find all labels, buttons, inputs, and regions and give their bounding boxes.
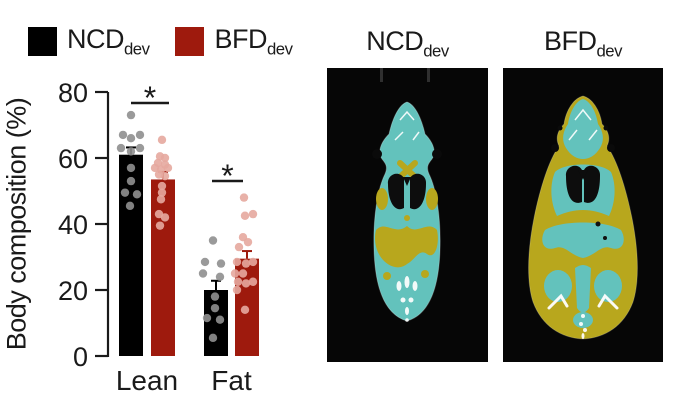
data-point-bfddev bbox=[230, 269, 240, 278]
fat-deposits bbox=[375, 160, 438, 280]
data-point-bfddev bbox=[248, 257, 258, 267]
data-point-bfddev bbox=[155, 221, 165, 230]
legend: NCDdev BFDdev bbox=[28, 24, 293, 59]
data-point-bfddev bbox=[160, 213, 170, 222]
data-point-ncddev bbox=[120, 188, 130, 197]
data-point-bfddev bbox=[160, 171, 170, 181]
data-point-bfddev bbox=[248, 209, 258, 219]
data-point-ncddev bbox=[118, 130, 128, 140]
data-point-ncddev bbox=[135, 130, 145, 140]
data-point-bfddev bbox=[241, 259, 251, 268]
spine-bones bbox=[396, 276, 418, 322]
y-tick-label-20: 20 bbox=[58, 276, 88, 306]
data-point-ncddev bbox=[116, 143, 126, 153]
legend-item-ncd: NCDdev bbox=[28, 24, 150, 59]
data-point-bfddev bbox=[156, 165, 166, 174]
bone-highlights bbox=[394, 110, 420, 141]
data-point-ncddev bbox=[216, 259, 226, 268]
y-tick-label-80: 80 bbox=[58, 78, 88, 108]
data-point-ncddev bbox=[126, 176, 136, 186]
lung-region bbox=[565, 165, 601, 203]
data-point-bfddev bbox=[240, 305, 250, 314]
data-point-ncddev bbox=[200, 257, 210, 267]
data-point-ncddev bbox=[210, 292, 220, 301]
data-point-ncddev bbox=[210, 303, 220, 313]
bar-fat-bfddev bbox=[235, 258, 259, 356]
data-point-bfddev bbox=[239, 193, 249, 202]
data-point-bfddev bbox=[248, 277, 258, 286]
data-point-ncddev bbox=[126, 134, 136, 143]
data-point-bfddev bbox=[233, 277, 243, 286]
data-point-ncddev bbox=[215, 272, 225, 281]
data-point-ncddev bbox=[208, 236, 218, 245]
data-point-ncddev bbox=[208, 333, 218, 343]
data-point-ncddev bbox=[126, 110, 136, 120]
data-point-bfddev bbox=[153, 158, 163, 168]
hindlimb-bones bbox=[547, 293, 619, 310]
data-point-bfddev bbox=[234, 242, 244, 252]
data-point-bfddev bbox=[155, 152, 165, 161]
data-point-bfddev bbox=[163, 163, 173, 173]
data-point-bfddev bbox=[240, 211, 250, 220]
data-point-bfddev bbox=[157, 135, 167, 145]
legend-swatch-bfd bbox=[175, 27, 205, 57]
data-point-ncddev bbox=[126, 147, 136, 156]
data-point-ncddev bbox=[202, 313, 212, 323]
data-point-ncddev bbox=[132, 190, 142, 199]
legend-item-bfd: BFDdev bbox=[175, 24, 293, 59]
data-point-bfddev bbox=[156, 195, 166, 204]
significance-star-lean: * bbox=[144, 80, 156, 116]
y-tick-label-0: 0 bbox=[73, 342, 88, 372]
lung-region bbox=[387, 173, 427, 210]
data-point-ncddev bbox=[198, 269, 208, 278]
y-tick-label-60: 60 bbox=[58, 144, 88, 174]
legend-swatch-ncd bbox=[28, 27, 57, 57]
scan-title-bfd: BFDdev bbox=[544, 26, 622, 61]
data-point-ncddev bbox=[126, 163, 136, 173]
restraint-fixture bbox=[380, 68, 430, 82]
bar-lean-bfddev bbox=[151, 179, 175, 356]
data-point-bfddev bbox=[238, 269, 248, 278]
data-point-ncddev bbox=[125, 201, 135, 211]
eye-ear-marks bbox=[551, 125, 615, 240]
bar-lean-ncddev bbox=[119, 154, 143, 356]
scan-panel-ncd bbox=[327, 68, 488, 362]
legend-label-bfd: BFDdev bbox=[214, 24, 293, 59]
y-tick-label-40: 40 bbox=[58, 210, 88, 240]
scan-panel-bfd bbox=[503, 68, 663, 362]
tail-bones bbox=[579, 314, 587, 339]
data-point-bfddev bbox=[157, 181, 167, 191]
data-point-bfddev bbox=[160, 160, 170, 169]
data-point-bfddev bbox=[154, 170, 164, 179]
bfd-scan-image bbox=[503, 68, 663, 362]
ear-right bbox=[432, 149, 442, 159]
data-point-bfddev bbox=[232, 285, 242, 295]
y-axis-label: Body composition (%) bbox=[1, 97, 32, 351]
data-point-bfddev bbox=[241, 279, 251, 288]
data-point-bfddev bbox=[238, 233, 248, 242]
data-point-bfddev bbox=[150, 163, 160, 173]
data-point-bfddev bbox=[243, 237, 253, 247]
category-label-lean: Lean bbox=[116, 365, 178, 396]
significance-star-fat: * bbox=[221, 158, 233, 194]
legend-label-ncd: NCDdev bbox=[67, 24, 150, 59]
data-point-bfddev bbox=[232, 257, 242, 267]
scan-title-ncd: NCDdev bbox=[366, 26, 449, 61]
category-label-fat: Fat bbox=[211, 365, 252, 396]
data-point-bfddev bbox=[154, 209, 164, 219]
ncd-scan-image bbox=[327, 68, 488, 362]
data-point-bfddev bbox=[160, 153, 170, 163]
bone-highlights bbox=[568, 108, 598, 141]
data-point-ncddev bbox=[135, 143, 145, 153]
ear-left bbox=[372, 149, 382, 159]
bar-fat-ncddev bbox=[204, 290, 228, 356]
data-point-ncddev bbox=[215, 315, 225, 324]
data-point-bfddev bbox=[157, 188, 167, 197]
